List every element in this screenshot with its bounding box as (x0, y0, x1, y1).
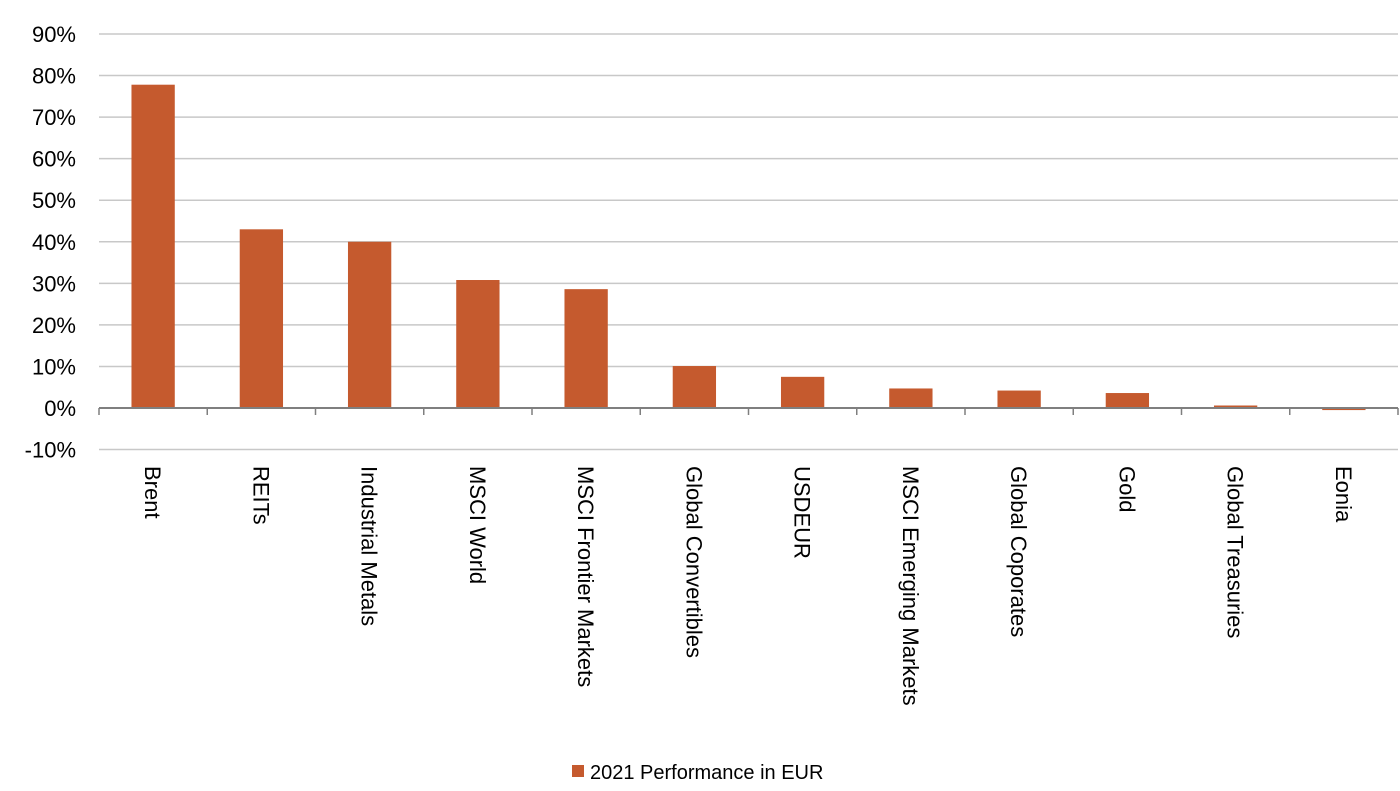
category-label: Gold (1114, 466, 1139, 512)
category-label: MSCI Emerging Markets (898, 466, 923, 706)
category-label: Global Coporates (1006, 466, 1031, 637)
y-tick-label: 70% (32, 105, 76, 130)
category-label: MSCI Frontier Markets (573, 466, 598, 687)
bar-msci-emerging-markets (889, 388, 932, 408)
category-label: Global Convertibles (681, 466, 706, 658)
y-tick-label: 10% (32, 354, 76, 379)
bar-industrial-metals (348, 242, 391, 408)
legend-swatch (572, 765, 584, 777)
bar-brent (131, 85, 174, 408)
y-axis-tick-labels: -10% 0% 10% 20% 30% 40% 50% 60% 70% 80% 90% (25, 22, 76, 463)
gridlines (99, 34, 1398, 450)
bar-msci-frontier-markets (564, 289, 607, 408)
category-label: Industrial Metals (357, 466, 382, 626)
category-label: USDEUR (790, 466, 815, 559)
legend-label: 2021 Performance in EUR (590, 762, 823, 784)
x-axis-category-labels: Brent REITs Industrial Metals MSCI World MSC… (140, 466, 1356, 706)
y-tick-label: 20% (32, 313, 76, 338)
category-label: Eonia (1331, 466, 1356, 523)
category-label: Brent (140, 466, 165, 519)
bar-global-coporates (997, 391, 1040, 408)
y-tick-label: 30% (32, 271, 76, 296)
y-tick-label: 40% (32, 230, 76, 255)
y-tick-label: 0% (44, 396, 76, 421)
category-label: Global Treasuries (1223, 466, 1248, 638)
bars (131, 85, 1365, 410)
category-label: MSCI World (465, 466, 490, 584)
category-label: REITs (248, 466, 273, 525)
y-tick-label: 50% (32, 188, 76, 213)
y-tick-label: 60% (32, 147, 76, 172)
y-tick-label: -10% (25, 438, 76, 463)
bar-global-convertibles (673, 366, 716, 408)
bar-gold (1106, 393, 1149, 408)
legend: 2021 Performance in EUR (572, 762, 823, 784)
bar-usdeur (781, 377, 824, 408)
bar-reits (240, 229, 283, 408)
y-tick-label: 90% (32, 22, 76, 47)
y-tick-label: 80% (32, 64, 76, 89)
bar-msci-world (456, 280, 499, 408)
x-axis (99, 408, 1398, 415)
